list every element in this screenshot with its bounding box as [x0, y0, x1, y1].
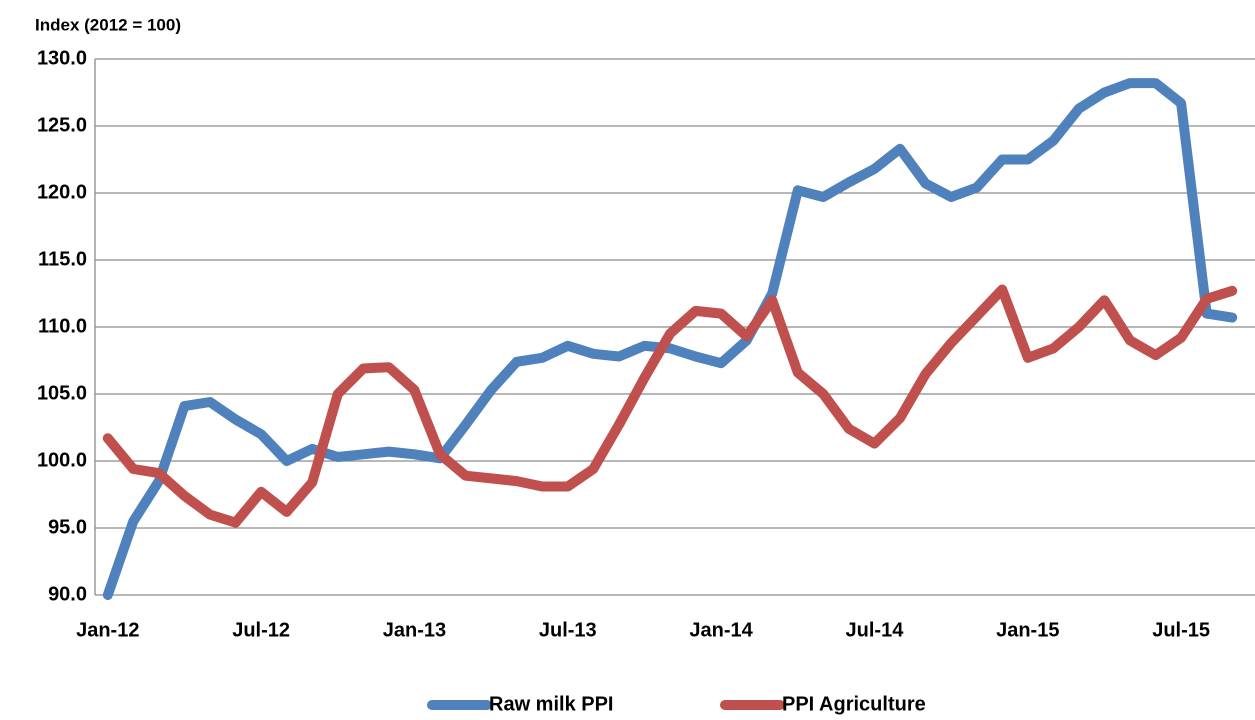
x-tick-label: Jan-15: [996, 619, 1059, 641]
y-tick-label: 110.0: [38, 315, 87, 337]
y-tick-label: 90.0: [48, 583, 87, 605]
x-tick-label: Jul-15: [1152, 619, 1210, 641]
legend-label: Raw milk PPI: [489, 693, 614, 715]
x-tick-label: Jan-12: [76, 619, 139, 641]
y-tick-label: 130.0: [37, 47, 87, 69]
series-line: [102, 78, 1238, 600]
x-tick-label: Jul-12: [232, 619, 290, 641]
x-tick-label: Jul-13: [539, 619, 597, 641]
y-tick-label: 120.0: [37, 181, 87, 203]
y-tick-label: 100.0: [37, 449, 87, 471]
y-tick-label: 105.0: [37, 382, 87, 404]
legend-label: PPI Agriculture: [782, 693, 926, 715]
y-axis-label: Index (2012 = 100): [35, 15, 181, 34]
series-line: [102, 284, 1238, 528]
x-tick-label: Jan-14: [689, 619, 753, 641]
x-tick-label: Jan-13: [383, 619, 446, 641]
y-tick-label: 115.0: [38, 248, 87, 270]
y-tick-label: 125.0: [37, 114, 87, 136]
y-tick-label: 95.0: [48, 516, 87, 538]
x-tick-label: Jul-14: [846, 619, 905, 641]
